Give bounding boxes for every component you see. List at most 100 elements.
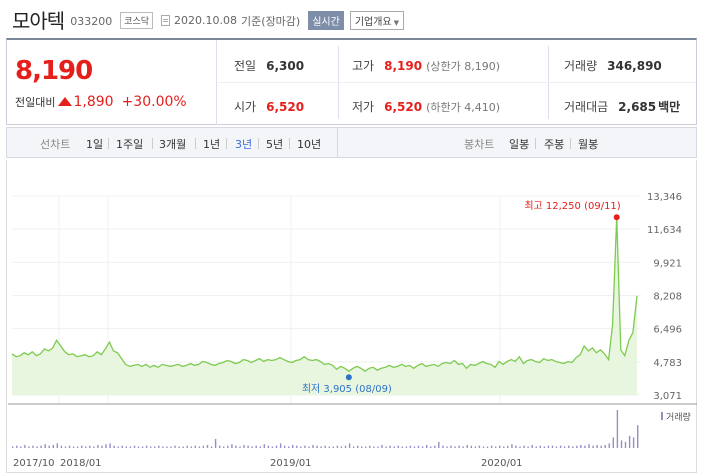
volume-bar	[214, 438, 217, 448]
high-point	[613, 214, 620, 221]
volume-bar	[133, 445, 136, 448]
quote-basis: 기준(장마감)	[241, 14, 301, 28]
volume-bar	[336, 445, 339, 448]
y-tick-label: 4,783	[653, 358, 682, 369]
tab-daily-candle[interactable]: 일봉	[509, 138, 530, 151]
volume-bar	[426, 445, 428, 448]
price-panel: 8,190 전일대비 1,890 +30.00%	[7, 40, 217, 125]
stat-label: 전일	[234, 59, 257, 73]
volume-bar	[271, 446, 274, 448]
volume-bar	[279, 443, 282, 448]
volume-bar	[624, 441, 627, 448]
quote-panel: 8,190 전일대비 1,890 +30.00% 전일 6,300 고가 8,1…	[6, 38, 697, 125]
chart-period-tabs: 선차트 1일 1주일 3개월 1년 3년 5년 10년 봉차트 일봉 주봉 월봉	[6, 127, 697, 158]
volume-bar	[300, 446, 302, 448]
volume-bar	[555, 446, 558, 448]
price-line	[11, 217, 638, 372]
y-tick-label: 13,346	[647, 192, 682, 203]
volume-bar	[608, 443, 610, 448]
y-tick-label: 3,071	[653, 391, 682, 402]
volume-bar	[369, 445, 371, 448]
volume-legend-swatch	[661, 412, 663, 420]
tab-separator	[570, 138, 571, 149]
company-overview-label: 기업개요	[354, 17, 392, 28]
volume-bar	[72, 446, 75, 448]
volume-bar	[150, 446, 152, 448]
volume-bar	[129, 446, 132, 448]
candle-chart-label: 봉차트	[464, 138, 495, 151]
realtime-button[interactable]: 실시간	[308, 11, 344, 30]
high-annotation: 최고 12,250 (09/11)	[524, 200, 620, 212]
volume-bar	[64, 446, 67, 448]
volume-bar	[413, 446, 416, 448]
volume-bar	[397, 445, 399, 448]
volume-bar	[511, 444, 513, 448]
volume-bar	[158, 445, 160, 448]
stat-sub: (하한가 4,410)	[426, 100, 500, 114]
volume-bar	[202, 445, 205, 448]
volume-bar	[438, 441, 440, 448]
volume-bar	[105, 444, 107, 448]
tab-3month[interactable]: 3개월	[159, 138, 187, 151]
tab-1week[interactable]: 1주일	[116, 138, 144, 151]
volume-bar	[604, 445, 606, 448]
document-icon	[161, 15, 171, 26]
tabs-divider	[337, 128, 338, 157]
tab-5year[interactable]: 5년	[266, 138, 284, 151]
volume-bar	[283, 445, 286, 448]
x-axis-label: 2018/01	[60, 458, 102, 469]
volume-bar	[121, 445, 123, 448]
volume-bar	[292, 445, 294, 448]
volume-bar	[381, 445, 383, 448]
volume-bar	[352, 446, 355, 448]
volume-bar	[288, 446, 290, 448]
volume-bar	[401, 446, 403, 448]
volume-bar	[559, 445, 562, 448]
tab-separator	[289, 138, 290, 149]
company-overview-button[interactable]: 기업개요 ▼	[349, 11, 405, 30]
price-area	[12, 217, 637, 395]
tab-weekly-candle[interactable]: 주봉	[544, 138, 565, 151]
volume-bar	[620, 440, 623, 448]
volume-bar	[52, 445, 54, 448]
change-rate: +30.00%	[121, 94, 187, 110]
tab-separator	[195, 138, 196, 149]
volume-bar	[495, 446, 497, 448]
volume-bar	[430, 446, 432, 448]
tab-1day[interactable]: 1일	[86, 138, 104, 151]
tab-1year[interactable]: 1년	[203, 138, 221, 151]
volume-bar	[141, 446, 144, 448]
volume-bar	[474, 446, 477, 448]
quote-date: 2020.10.08	[174, 14, 238, 27]
low-annotation: 최저 3,905 (08/09)	[302, 383, 392, 395]
tab-monthly-candle[interactable]: 월봉	[578, 138, 599, 151]
volume-bar	[170, 446, 172, 448]
volume-bar	[616, 410, 619, 448]
volume-bar	[470, 445, 472, 448]
volume-bar	[44, 444, 46, 448]
volume-bar	[434, 445, 436, 448]
stat-open: 시가 6,520	[234, 98, 304, 115]
tab-separator	[108, 138, 109, 149]
stat-label: 거래량	[564, 59, 598, 73]
volume-bar	[588, 444, 590, 448]
volume-bar	[190, 446, 192, 448]
volume-bar	[344, 445, 347, 448]
volume-bar	[76, 446, 79, 448]
tab-10year[interactable]: 10년	[297, 138, 322, 151]
volume-bar	[527, 446, 529, 448]
stat-sub: (상한가 8,190)	[426, 59, 500, 73]
tab-3year[interactable]: 3년	[235, 138, 253, 151]
volume-bar	[584, 445, 586, 448]
volume-bar	[20, 446, 22, 448]
volume-bar	[486, 446, 489, 448]
volume-bar	[421, 446, 424, 448]
volume-bar	[393, 446, 395, 448]
volume-bar	[535, 446, 537, 448]
stat-value: 2,685	[618, 99, 657, 114]
volume-bar	[40, 445, 42, 448]
volume-bar	[219, 445, 221, 448]
volume-bar	[442, 445, 444, 448]
stock-name: 모아텍	[12, 8, 65, 33]
volume-bar	[174, 445, 176, 448]
